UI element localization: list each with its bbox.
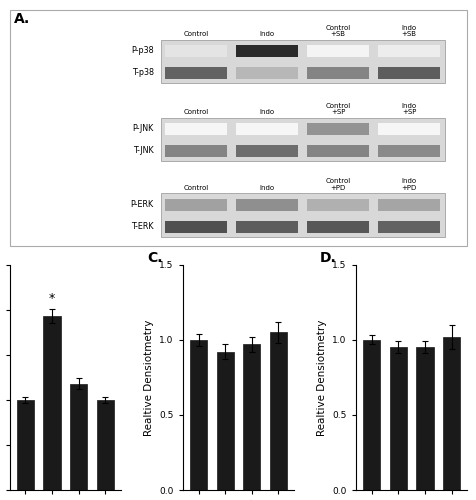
Bar [306,68,368,80]
Bar [416,348,433,490]
Text: P-p38: P-p38 [131,46,153,55]
Text: Control
+SB: Control +SB [325,24,350,37]
Bar [165,46,227,58]
Bar [236,221,298,233]
Bar [236,146,298,158]
Bar [306,46,368,58]
Bar [160,118,444,162]
Bar [97,400,114,490]
Y-axis label: Realtive Densiotmetry: Realtive Densiotmetry [316,319,326,436]
Bar [377,68,439,80]
Bar [236,124,298,136]
Bar [442,337,459,490]
Bar [236,199,298,211]
Bar [269,332,287,490]
Text: Indo: Indo [259,185,274,191]
Bar [243,344,260,490]
Bar [236,46,298,58]
Bar [165,68,227,80]
Text: P-ERK: P-ERK [130,200,153,208]
Text: T-JNK: T-JNK [133,146,153,155]
Text: D.: D. [319,252,336,266]
Bar [160,193,444,237]
Bar [189,340,207,490]
Bar [389,348,406,490]
Bar [306,124,368,136]
Text: Control
+PD: Control +PD [325,178,350,191]
Bar [377,46,439,58]
Text: Control: Control [183,109,208,115]
Bar [165,199,227,211]
Bar [17,400,34,490]
Bar [236,68,298,80]
Bar [43,316,60,490]
Bar [70,384,87,490]
Bar [377,124,439,136]
Bar [165,146,227,158]
Text: Indo
+SB: Indo +SB [401,24,416,37]
Text: Control: Control [183,185,208,191]
Bar [377,221,439,233]
Bar [362,340,379,490]
Bar [165,124,227,136]
Bar [216,352,233,490]
Bar [306,199,368,211]
Bar [165,221,227,233]
Text: A.: A. [14,12,30,26]
Bar [306,221,368,233]
Text: Control
+SP: Control +SP [325,102,350,115]
Text: Indo: Indo [259,31,274,37]
Text: Indo
+PD: Indo +PD [401,178,416,191]
Text: Indo: Indo [259,109,274,115]
Text: T-p38: T-p38 [131,68,153,77]
Text: P-JNK: P-JNK [132,124,153,133]
Y-axis label: Realtive Densiotmetry: Realtive Densiotmetry [143,319,153,436]
Bar [377,199,439,211]
Bar [377,146,439,158]
Text: C.: C. [147,252,162,266]
Text: *: * [49,292,55,306]
Text: Indo
+SP: Indo +SP [401,102,416,115]
Bar [160,40,444,84]
Text: Control: Control [183,31,208,37]
Bar [306,146,368,158]
Text: T-ERK: T-ERK [131,222,153,230]
